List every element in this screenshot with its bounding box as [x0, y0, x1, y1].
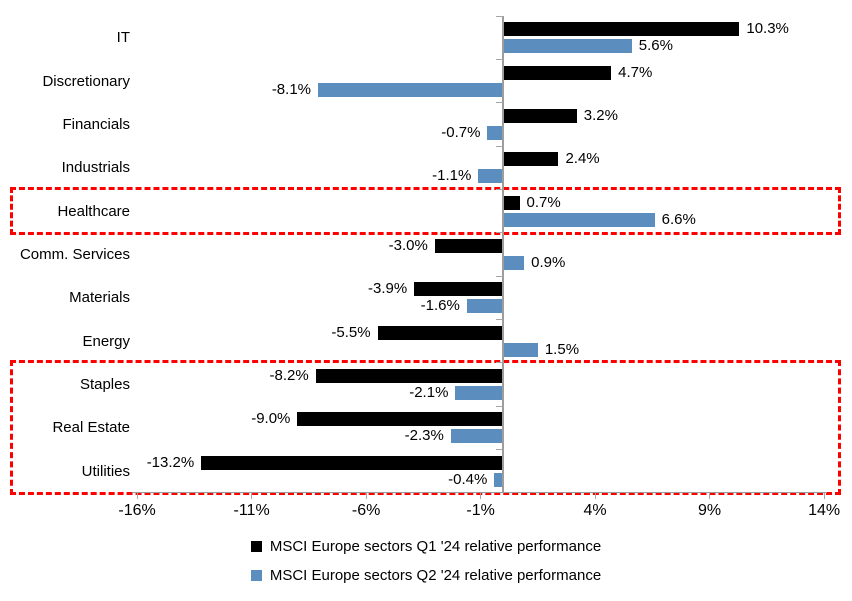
bar-q1-discretionary	[503, 65, 612, 80]
x-tick-label-11: -11%	[233, 501, 270, 519]
q2-series-swatch-icon	[250, 569, 262, 581]
value-label-q1-staples: -8.2%	[269, 367, 309, 385]
q1-series-swatch-icon	[250, 540, 262, 552]
bar-q2-staples	[455, 386, 504, 401]
legend-item-q1: MSCI Europe sectors Q1 '24 relative perf…	[250, 535, 602, 557]
category-label-energy: Energy	[82, 332, 130, 350]
value-label-q2-discretionary: -8.1%	[271, 80, 311, 98]
y-axis-tick	[495, 449, 503, 451]
legend-item-q2: MSCI Europe sectors Q2 '24 relative perf…	[250, 564, 602, 586]
bar-q1-it	[503, 22, 740, 37]
value-label-q1-materials: -3.9%	[368, 280, 408, 298]
y-axis-tick	[495, 319, 503, 321]
value-label-q2-industrials: -1.1%	[432, 167, 472, 185]
bar-q1-utilities	[201, 455, 504, 470]
x-axis-tick	[594, 492, 596, 499]
value-label-q1-industrials: 2.4%	[565, 150, 600, 168]
x-tick-label-9: 9%	[698, 501, 722, 519]
category-label-industrials: Industrials	[61, 159, 130, 177]
x-tick-label-1: -1%	[466, 501, 495, 519]
x-axis-tick	[365, 492, 367, 499]
value-label-q2-healthcare: 6.6%	[661, 210, 696, 228]
y-axis-tick	[495, 275, 503, 277]
y-axis-tick	[495, 188, 503, 190]
value-label-q2-financials: -0.7%	[441, 123, 481, 141]
value-label-q1-financials: 3.2%	[583, 106, 618, 124]
bar-q2-it	[503, 39, 632, 54]
bar-q1-financials	[503, 108, 577, 123]
bar-q2-discretionary	[318, 82, 504, 97]
value-label-q2-it: 5.6%	[638, 37, 673, 55]
x-tick-label-14: 14%	[808, 501, 841, 519]
x-axis-line	[132, 492, 828, 494]
bar-q2-utilities	[494, 472, 504, 487]
category-label-comm-services: Comm. Services	[19, 245, 130, 263]
legend: MSCI Europe sectors Q1 '24 relative perf…	[0, 535, 852, 586]
bar-q1-real-estate	[297, 412, 504, 427]
legend-label-q1: MSCI Europe sectors Q1 '24 relative perf…	[269, 537, 602, 555]
value-label-q1-utilities: -13.2%	[146, 453, 195, 471]
value-label-q2-staples: -2.1%	[409, 384, 449, 402]
bar-q2-financials	[487, 125, 504, 140]
value-label-q1-comm-services: -3.0%	[388, 236, 428, 254]
y-axis-tick	[495, 102, 503, 104]
category-label-healthcare: Healthcare	[57, 202, 130, 220]
category-label-materials: Materials	[69, 289, 130, 307]
bar-q2-industrials	[478, 169, 504, 184]
value-label-q2-materials: -1.6%	[420, 297, 460, 315]
value-label-q1-real-estate: -9.0%	[251, 410, 291, 428]
bar-q1-comm-services	[434, 238, 504, 253]
x-tick-label-6: -6%	[351, 501, 381, 519]
x-axis-tick	[251, 492, 253, 499]
y-axis-tick	[495, 405, 503, 407]
bar-q1-industrials	[503, 152, 559, 167]
bar-q1-staples	[315, 369, 504, 384]
value-label-q2-utilities: -0.4%	[448, 470, 488, 488]
bar-q2-real-estate	[450, 429, 504, 444]
x-axis-tick	[823, 492, 825, 499]
y-axis-tick	[495, 362, 503, 364]
value-label-q2-energy: 1.5%	[544, 340, 580, 358]
x-axis-tick	[480, 492, 482, 499]
x-tick-label-16: -16%	[118, 501, 156, 519]
category-label-real-estate: Real Estate	[52, 419, 130, 437]
value-label-q1-energy: -5.5%	[331, 323, 371, 341]
x-axis-tick	[136, 492, 138, 499]
value-label-q2-comm-services: 0.9%	[531, 253, 566, 271]
category-label-staples: Staples	[79, 376, 130, 394]
bar-q2-healthcare	[503, 212, 655, 227]
bar-q2-comm-services	[503, 255, 525, 270]
value-label-q2-real-estate: -2.3%	[404, 427, 444, 445]
value-label-q1-it: 10.3%	[746, 20, 789, 38]
x-axis-tick	[709, 492, 711, 499]
category-label-utilities: Utilities	[81, 462, 130, 480]
category-label-financials: Financials	[62, 115, 130, 133]
category-label-discretionary: Discretionary	[42, 72, 130, 90]
y-axis-tick	[495, 15, 503, 17]
value-label-q1-healthcare: 0.7%	[526, 193, 561, 211]
bar-q1-materials	[414, 282, 504, 297]
highlight-box-healthcare	[10, 186, 841, 236]
bar-q1-energy	[377, 325, 504, 340]
y-axis-tick	[495, 232, 503, 234]
bar-q2-materials	[466, 299, 504, 314]
bar-q2-energy	[503, 342, 538, 357]
legend-label-q2: MSCI Europe sectors Q2 '24 relative perf…	[269, 566, 602, 584]
highlight-box-staples	[10, 360, 841, 496]
category-label-it: IT	[116, 29, 130, 47]
y-axis-tick	[495, 145, 503, 147]
y-axis-tick	[495, 58, 503, 60]
x-tick-label-4: 4%	[583, 501, 607, 519]
bar-q1-healthcare	[503, 195, 520, 210]
value-label-q1-discretionary: 4.7%	[618, 63, 653, 81]
y-axis-line	[502, 16, 504, 493]
